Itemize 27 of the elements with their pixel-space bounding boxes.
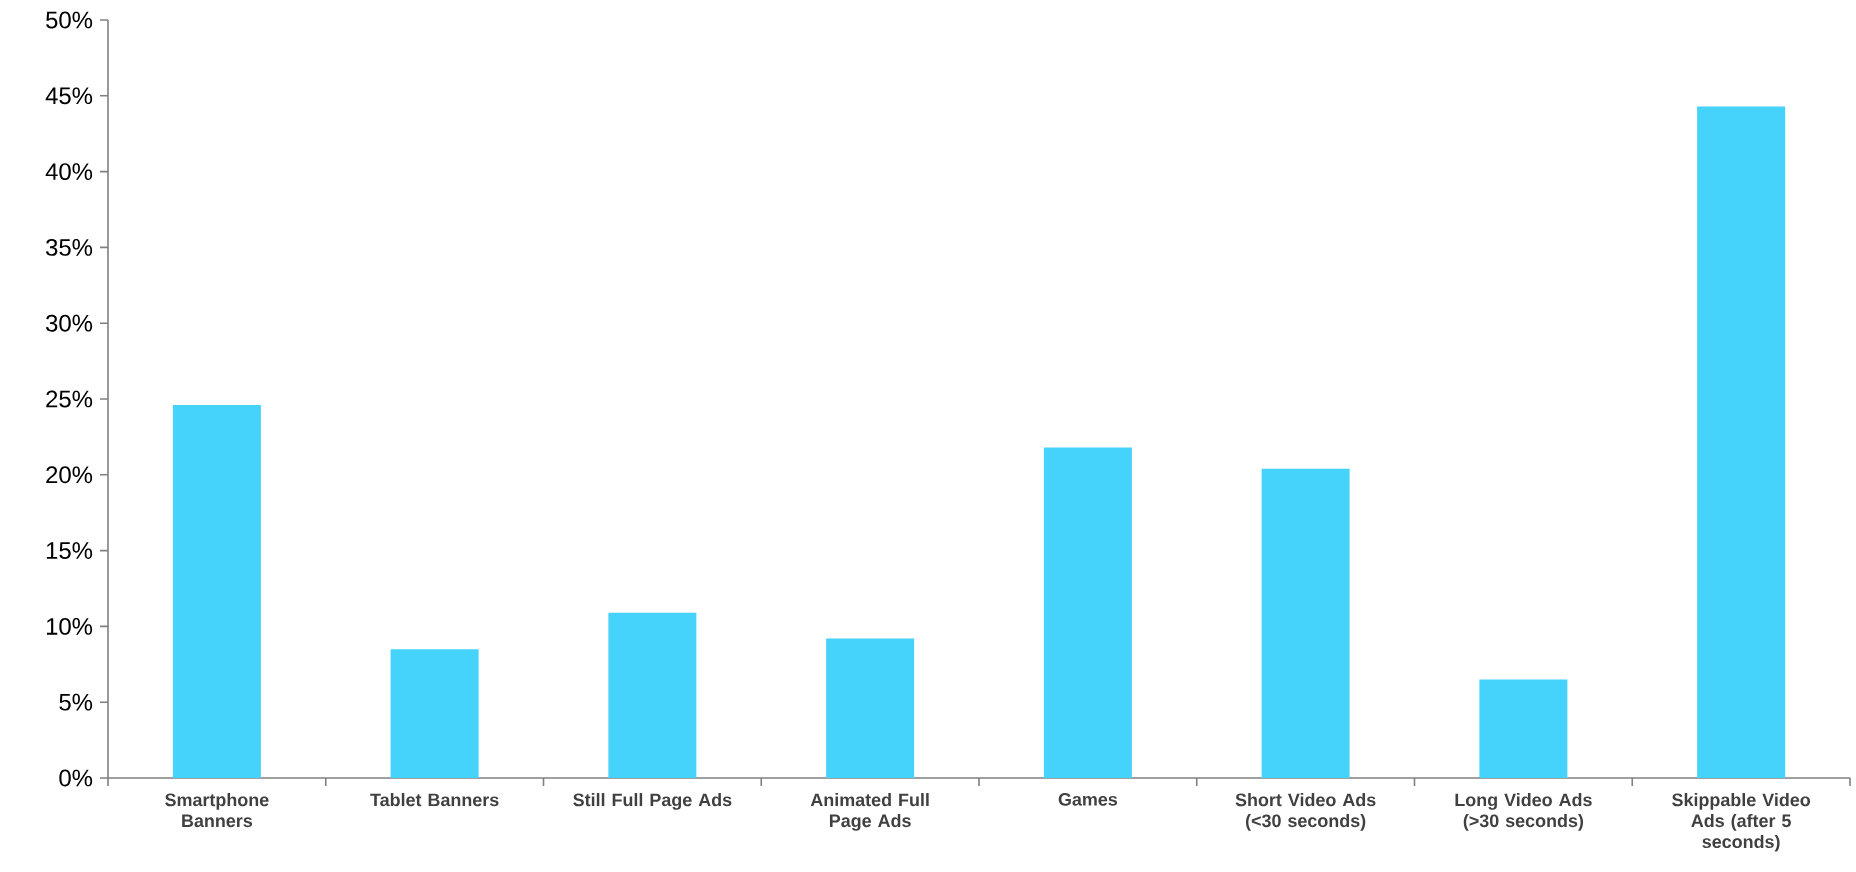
bar: [608, 612, 697, 778]
x-tick-label: Animated Full Page Ads: [810, 793, 929, 831]
x-tick-label: Long Video Ads (>30 seconds): [1455, 793, 1592, 831]
bar: [390, 649, 479, 778]
x-tick-label: Smartphone Banners: [165, 793, 269, 828]
y-tick-label: 10%: [46, 617, 93, 635]
bar: [1697, 106, 1786, 778]
bar: [1043, 447, 1132, 778]
y-tick-label: 5%: [59, 693, 93, 711]
x-tick-label: Short Video Ads (<30 seconds): [1235, 793, 1376, 831]
y-tick-label: 15%: [46, 542, 93, 559]
x-tick-label: Games: [1058, 793, 1118, 806]
x-tick-label: Tablet Banners: [370, 793, 499, 807]
y-tick-label: 30%: [46, 314, 93, 332]
y-tick-label: 50%: [46, 11, 93, 29]
bar: [826, 638, 915, 778]
y-tick-label: 0%: [59, 769, 93, 787]
x-tick-label: Still Full Page Ads: [573, 793, 732, 810]
y-tick-label: 20%: [46, 466, 93, 484]
y-tick-label: 45%: [45, 87, 93, 105]
x-tick-label: Skippable Video Ads (after 5 seconds): [1672, 793, 1811, 852]
y-tick-label: 35%: [46, 238, 93, 256]
bar: [1261, 468, 1350, 778]
bar: [172, 405, 261, 778]
bar: [1479, 679, 1568, 778]
y-tick-label: 40%: [45, 163, 93, 181]
y-tick-label: 25%: [46, 390, 93, 408]
